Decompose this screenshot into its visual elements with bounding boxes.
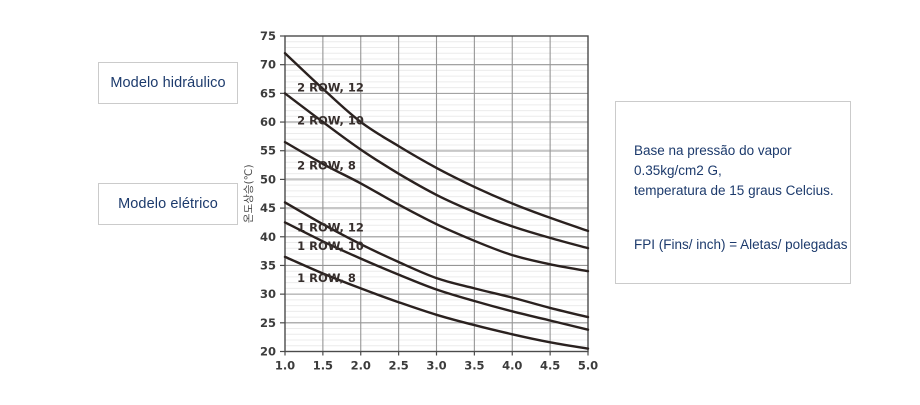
y-tick-label: 75 bbox=[260, 29, 276, 43]
curve-1-row-12 bbox=[283, 201, 590, 319]
y-tick-label: 55 bbox=[260, 144, 276, 158]
y-tick-label: 60 bbox=[260, 115, 276, 129]
x-tick-label: 1.5 bbox=[313, 359, 333, 373]
y-tick-label: 35 bbox=[260, 258, 276, 272]
note-line-1: Base na pressão do vapor bbox=[634, 143, 792, 158]
note-line-2: 0.35kg/cm2 G, bbox=[634, 162, 722, 178]
curve-2-row-8 bbox=[283, 140, 590, 273]
vapor-pressure-note-box: Base na pressão do vapor 0.35kg/cm2 G, t… bbox=[615, 101, 851, 284]
curve-1-row-8 bbox=[283, 255, 590, 350]
curve-label-1-row-12: 1 ROW, 12 bbox=[297, 221, 364, 235]
curve-1-row-10 bbox=[283, 221, 590, 331]
x-tick-label: 2.5 bbox=[388, 359, 408, 373]
y-tick-label: 40 bbox=[260, 230, 276, 244]
y-tick-label: 20 bbox=[260, 345, 276, 359]
curve-2-row-10 bbox=[283, 92, 590, 250]
electric-model-label-box: Modelo elétrico bbox=[98, 183, 238, 225]
y-tick-label: 65 bbox=[260, 86, 276, 100]
x-tick-label: 4.5 bbox=[540, 359, 560, 373]
y-tick-label: 50 bbox=[260, 172, 276, 186]
hydraulic-model-label-box: Modelo hidráulico bbox=[98, 62, 238, 104]
fpi-note: FPI (Fins/ inch) = Aletas/ polegadas bbox=[634, 236, 848, 252]
curve-2-row-12 bbox=[283, 52, 590, 233]
y-tick-label: 25 bbox=[260, 316, 276, 330]
x-tick-label: 5.0 bbox=[578, 359, 598, 373]
curve-label-1-row-10: 1 ROW, 10 bbox=[297, 239, 364, 253]
x-tick-label: 3.0 bbox=[426, 359, 446, 373]
curve-label-2-row-12: 2 ROW, 12 bbox=[297, 81, 364, 95]
curve-label-1-row-8: 1 ROW, 8 bbox=[297, 271, 356, 285]
curve-label-2-row-8: 2 ROW, 8 bbox=[297, 159, 356, 173]
hydraulic-model-label: Modelo hidráulico bbox=[110, 75, 226, 91]
y-tick-label: 30 bbox=[260, 287, 276, 301]
y-axis-title: 온도상승(℃) bbox=[243, 164, 255, 223]
x-tick-label: 1.0 bbox=[275, 359, 295, 373]
y-tick-label: 45 bbox=[260, 201, 276, 215]
x-tick-label: 2.0 bbox=[351, 359, 371, 373]
electric-model-label: Modelo elétrico bbox=[118, 196, 218, 212]
y-tick-label: 70 bbox=[260, 58, 276, 72]
x-tick-label: 4.0 bbox=[502, 359, 522, 373]
curve-label-2-row-10: 2 ROW, 10 bbox=[297, 113, 364, 127]
note-line-3: temperatura de 15 graus Celcius. bbox=[634, 182, 834, 198]
x-tick-label: 3.5 bbox=[464, 359, 484, 373]
